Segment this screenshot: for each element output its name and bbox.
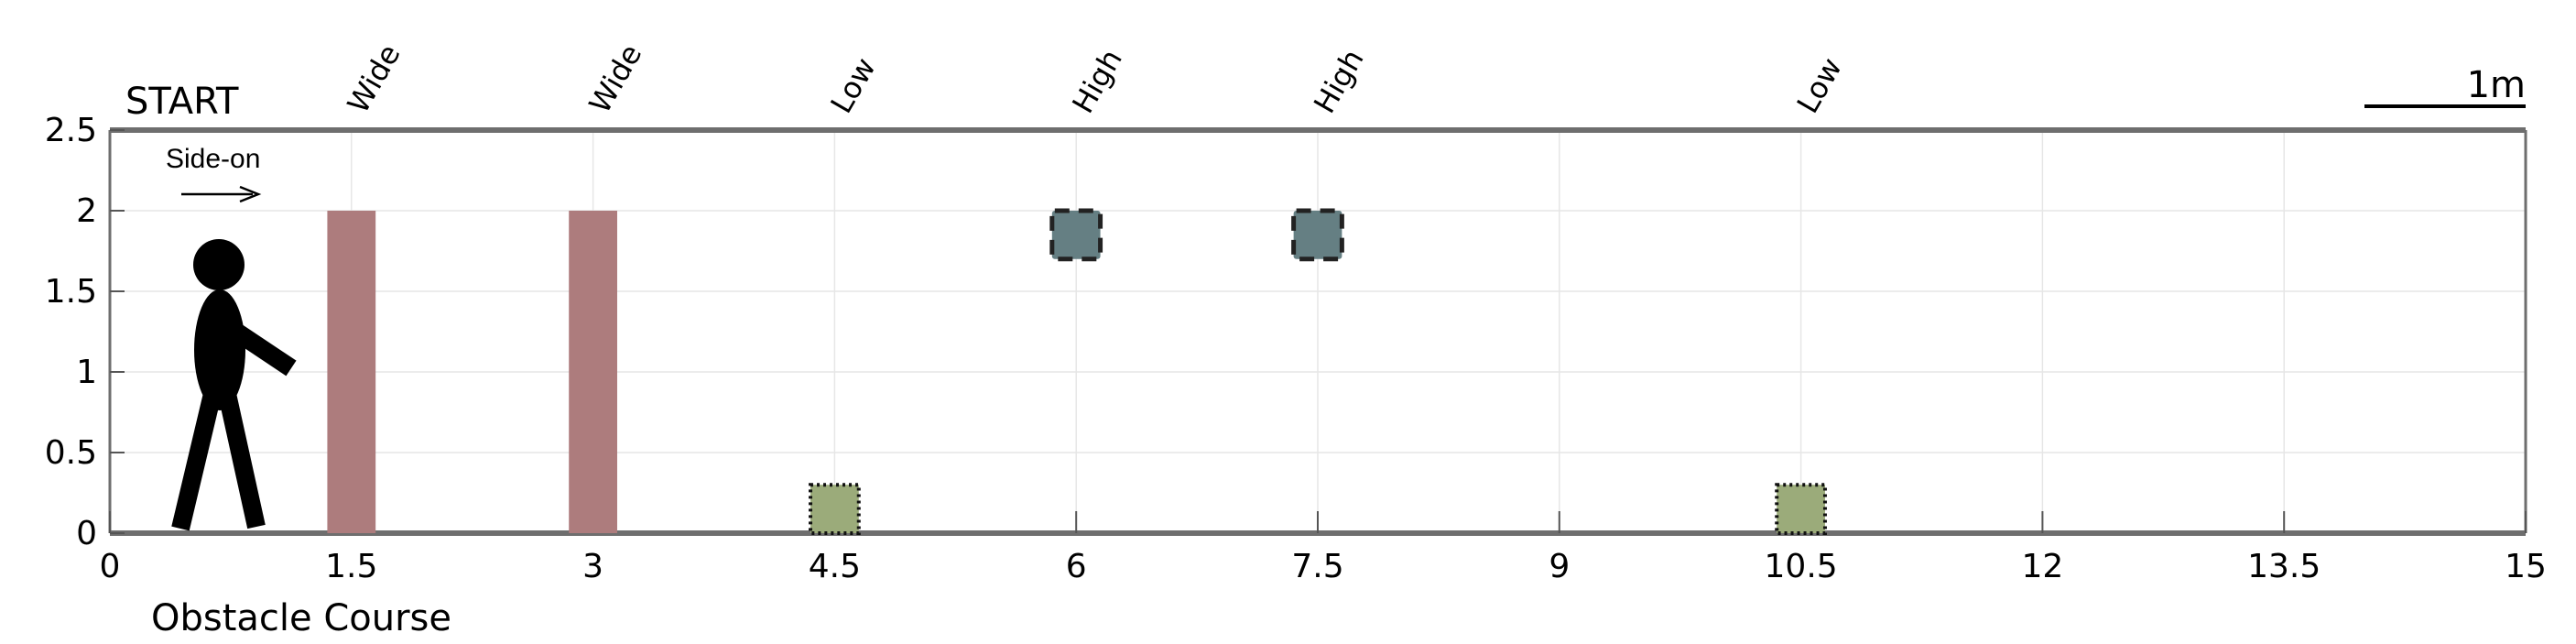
x-tick-label: 9 (1549, 548, 1570, 585)
direction-label: Side-on (166, 144, 260, 174)
obstacles (327, 208, 1827, 536)
obstacle-wide (569, 211, 617, 533)
x-tick-label: 13.5 (2247, 548, 2321, 585)
x-tick-label: 10.5 (1765, 548, 1838, 585)
x-tick-label: 0 (100, 548, 121, 585)
obstacle-wide (327, 211, 376, 533)
x-axis-ticks: 0 1.5 3 4.5 6 7.5 9 10.5 12 13.5 15 (100, 511, 2547, 585)
scale-bar-label: 1m (2467, 64, 2526, 106)
y-axis-ticks: 0 0.5 1 1.5 2 2.5 (45, 112, 125, 552)
y-tick-label: 1.5 (45, 273, 97, 311)
y-tick-label: 2 (76, 192, 97, 230)
x-tick-label: 7.5 (1291, 548, 1343, 585)
walking-person-icon (171, 239, 297, 531)
x-tick-label: 4.5 (809, 548, 861, 585)
obstacle-label: High (1307, 43, 1371, 119)
grid-lines (109, 129, 2527, 534)
x-tick-label: 12 (2021, 548, 2063, 585)
direction-arrow-icon (181, 185, 262, 203)
obstacle-label: Low (823, 51, 882, 119)
obstacle-label: Wide (582, 38, 649, 119)
obstacle-low (1775, 483, 1827, 536)
obstacle-label: Low (1790, 51, 1849, 119)
x-tick-label: 15 (2505, 548, 2547, 585)
y-tick-label: 1 (76, 354, 97, 391)
obstacle-label: High (1065, 43, 1129, 119)
y-tick-label: 0 (76, 515, 97, 552)
y-tick-label: 0.5 (45, 434, 97, 472)
x-tick-label: 3 (582, 548, 603, 585)
obstacle-high (1049, 208, 1103, 262)
x-axis-title: Obstacle Course (151, 597, 451, 639)
obstacle-label: Wide (341, 38, 408, 119)
obstacle-labels: Wide Wide Low High High Low (341, 38, 1849, 119)
obstacle-low (809, 483, 861, 536)
obstacle-high (1291, 208, 1344, 262)
x-tick-label: 1.5 (325, 548, 377, 585)
x-tick-label: 6 (1066, 548, 1087, 585)
y-tick-label: 2.5 (45, 112, 97, 149)
start-label: START (125, 81, 239, 123)
